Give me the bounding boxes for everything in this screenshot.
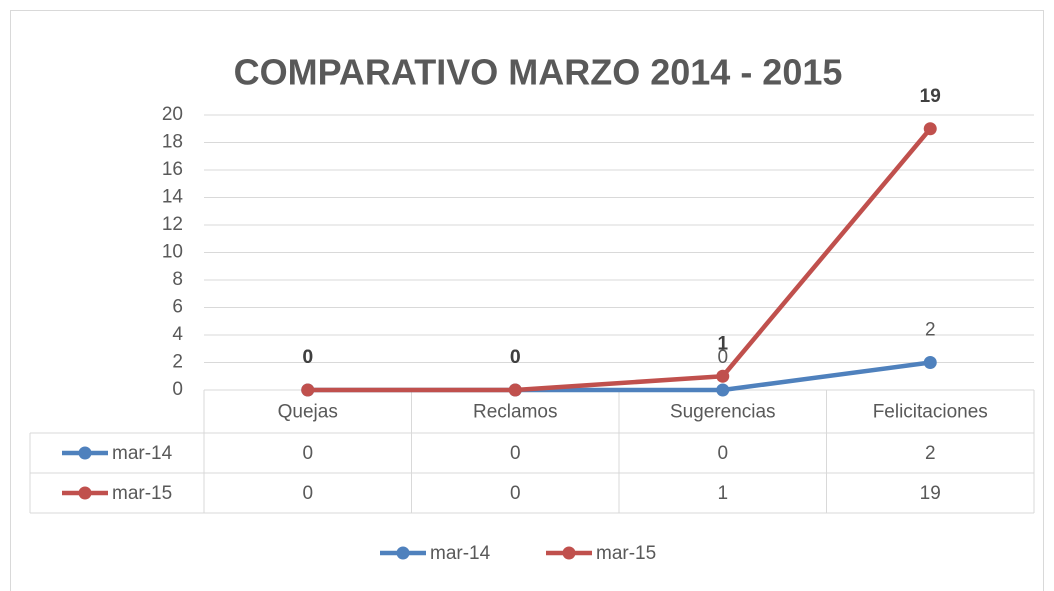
table-cell: 19: [920, 483, 941, 504]
y-tick-label: 12: [162, 214, 183, 235]
x-tick-label: Reclamos: [473, 402, 557, 423]
series-line: [307, 127, 932, 393]
table-legend-key-marker: [78, 486, 92, 500]
data-label: 1: [717, 333, 728, 354]
table-row-label: mar-15: [112, 483, 172, 504]
data-label: 19: [920, 86, 941, 107]
data-label: 0: [302, 347, 313, 368]
legend-label: mar-15: [596, 543, 656, 564]
y-tick-label: 6: [172, 297, 183, 318]
legend-marker: [396, 546, 410, 560]
point: [923, 356, 937, 369]
x-tick-label: Sugerencias: [670, 402, 776, 423]
table-cell: 0: [717, 443, 728, 464]
data-label: 0: [717, 347, 728, 368]
point: [716, 369, 730, 383]
y-tick-label: 10: [162, 242, 183, 263]
y-tick-label: 0: [172, 379, 183, 400]
table-cell: 2: [925, 443, 936, 464]
chart-border: [10, 10, 1044, 591]
table-cell: 0: [302, 483, 313, 504]
table-row-label: mar-14: [112, 443, 173, 464]
table-legend-key-marker: [78, 446, 92, 460]
table-cell: 0: [302, 443, 313, 464]
point: [716, 383, 730, 397]
x-tick-label: Felicitaciones: [873, 402, 988, 423]
legend-marker: [562, 546, 576, 560]
point: [923, 122, 937, 136]
y-tick-label: 4: [172, 324, 183, 345]
data-label: 0: [510, 347, 521, 368]
y-tick-label: 8: [172, 269, 183, 290]
table-cell: 0: [510, 483, 521, 504]
table-cell: 1: [717, 483, 728, 504]
data-label: 0: [302, 347, 313, 368]
y-tick-label: 16: [162, 159, 183, 180]
data-label: 2: [925, 320, 936, 341]
point: [301, 383, 315, 397]
point: [508, 383, 522, 397]
data-label: 0: [510, 347, 521, 368]
y-tick-label: 20: [162, 104, 183, 125]
x-tick-label: Quejas: [278, 402, 338, 423]
legend-label: mar-14: [430, 543, 491, 564]
table-cell: 0: [510, 443, 521, 464]
y-tick-label: 14: [162, 187, 184, 208]
y-tick-label: 2: [172, 352, 183, 373]
y-tick-label: 18: [162, 132, 183, 153]
chart-title: COMPARATIVO MARZO 2014 - 2015: [234, 52, 843, 93]
